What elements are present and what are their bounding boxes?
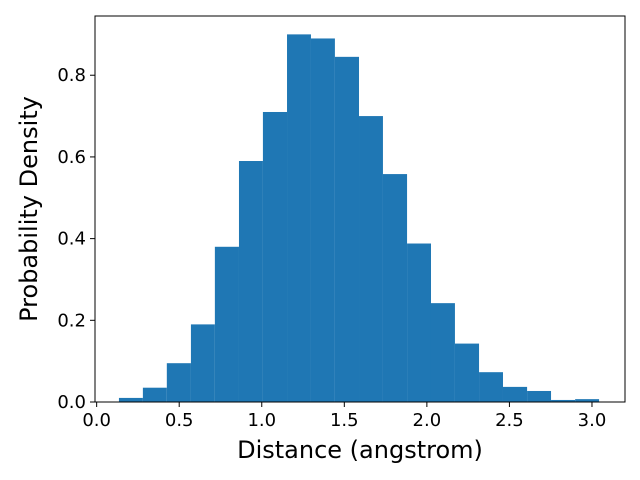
x-tick-label: 2.5 (495, 410, 524, 431)
y-tick-label: 0.0 (57, 392, 86, 413)
histogram-bar-4 (190, 324, 215, 402)
histogram-bar-7 (262, 111, 288, 403)
plot-frame (94, 15, 626, 403)
histogram-bar-11 (359, 116, 383, 403)
histogram-bar-8 (287, 34, 311, 402)
histogram-bar-13 (407, 243, 431, 402)
histogram-bar-14 (430, 303, 455, 402)
x-axis-ticks: 0.0 0.5 1.0 1.5 2.0 2.5 3.0 (82, 402, 606, 431)
histogram-bar-3 (166, 363, 191, 402)
histogram-bars (118, 34, 600, 403)
histogram-bar-9 (310, 38, 335, 402)
x-tick-label: 0.5 (165, 410, 194, 431)
histogram-bar-18 (527, 390, 552, 402)
histogram-bar-15 (454, 343, 480, 402)
y-tick-label: 0.6 (57, 147, 86, 168)
x-tick-label: 0.0 (82, 410, 111, 431)
x-tick-label: 2.0 (413, 410, 442, 431)
y-tick-label: 0.4 (57, 229, 86, 250)
histogram-bar-6 (238, 161, 263, 402)
y-axis-label: Probability Density (15, 96, 43, 322)
x-tick-label: 1.5 (330, 410, 359, 431)
histogram-bar-19 (551, 399, 576, 402)
histogram-bar-1 (118, 397, 143, 402)
y-tick-label: 0.8 (57, 65, 86, 86)
histogram-bar-10 (334, 56, 360, 403)
histogram-bar-17 (502, 386, 528, 402)
histogram-bar-16 (479, 372, 503, 402)
x-axis-label: Distance (angstrom) (237, 436, 483, 464)
histogram-bar-5 (214, 246, 239, 402)
histogram-bar-12 (382, 174, 408, 402)
histogram-bar-20 (575, 399, 600, 402)
histogram-bar-2 (142, 387, 167, 402)
y-tick-label: 0.2 (57, 310, 86, 331)
y-axis-ticks: 0.0 0.2 0.4 0.6 0.8 (57, 65, 95, 413)
x-tick-label: 1.0 (247, 410, 276, 431)
x-tick-label: 3.0 (578, 410, 607, 431)
